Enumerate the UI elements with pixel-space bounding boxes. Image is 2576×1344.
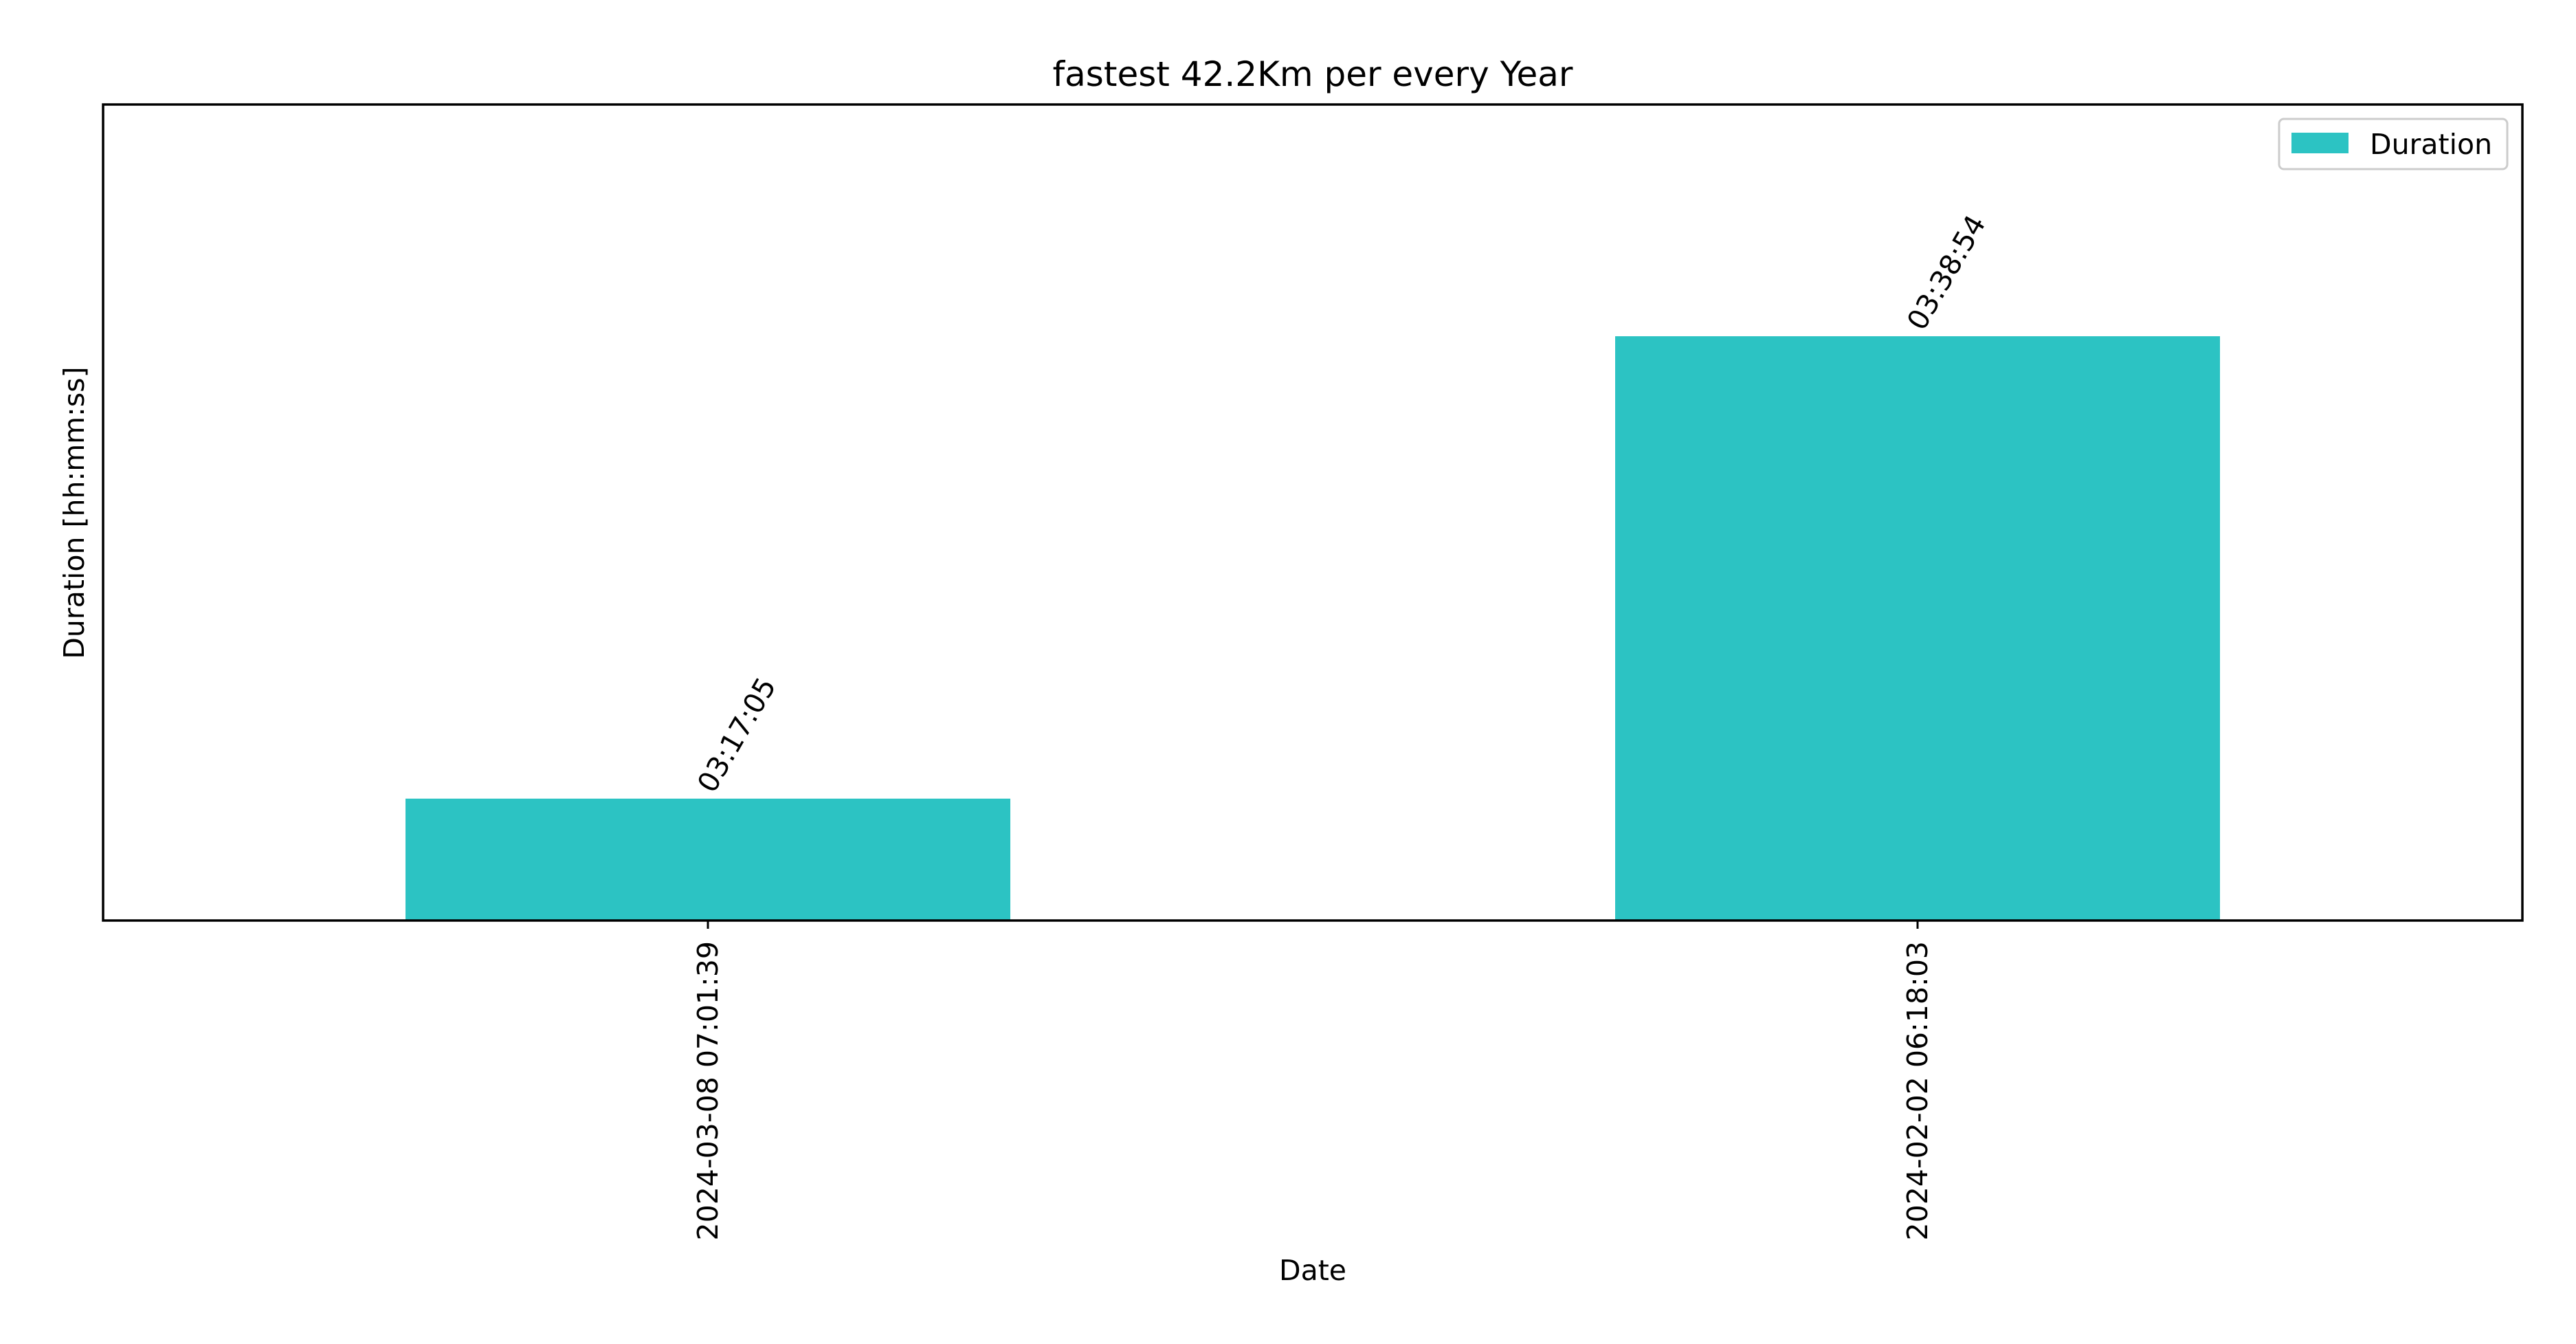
bars-layer bbox=[406, 336, 2220, 921]
bar bbox=[406, 798, 1010, 921]
x-axis-label: Date bbox=[1279, 1254, 1346, 1287]
legend: Duration bbox=[2278, 118, 2509, 170]
x-ticks-layer: 2024-03-08 07:01:39 2024-02-02 06:18:03 bbox=[691, 921, 1934, 1240]
bar bbox=[1615, 336, 2220, 921]
x-tick-label: 2024-02-02 06:18:03 bbox=[1901, 941, 1934, 1240]
legend-label: Duration bbox=[2370, 128, 2492, 161]
x-tick-label: 2024-03-08 07:01:39 bbox=[691, 941, 724, 1240]
chart-title: fastest 42.2Km per every Year bbox=[1053, 54, 1573, 94]
plot-area-frame bbox=[102, 103, 2524, 922]
legend-box bbox=[2278, 118, 2509, 170]
legend-swatch bbox=[2291, 133, 2349, 153]
y-axis-label: Duration [hh:mm:ss] bbox=[58, 366, 91, 659]
